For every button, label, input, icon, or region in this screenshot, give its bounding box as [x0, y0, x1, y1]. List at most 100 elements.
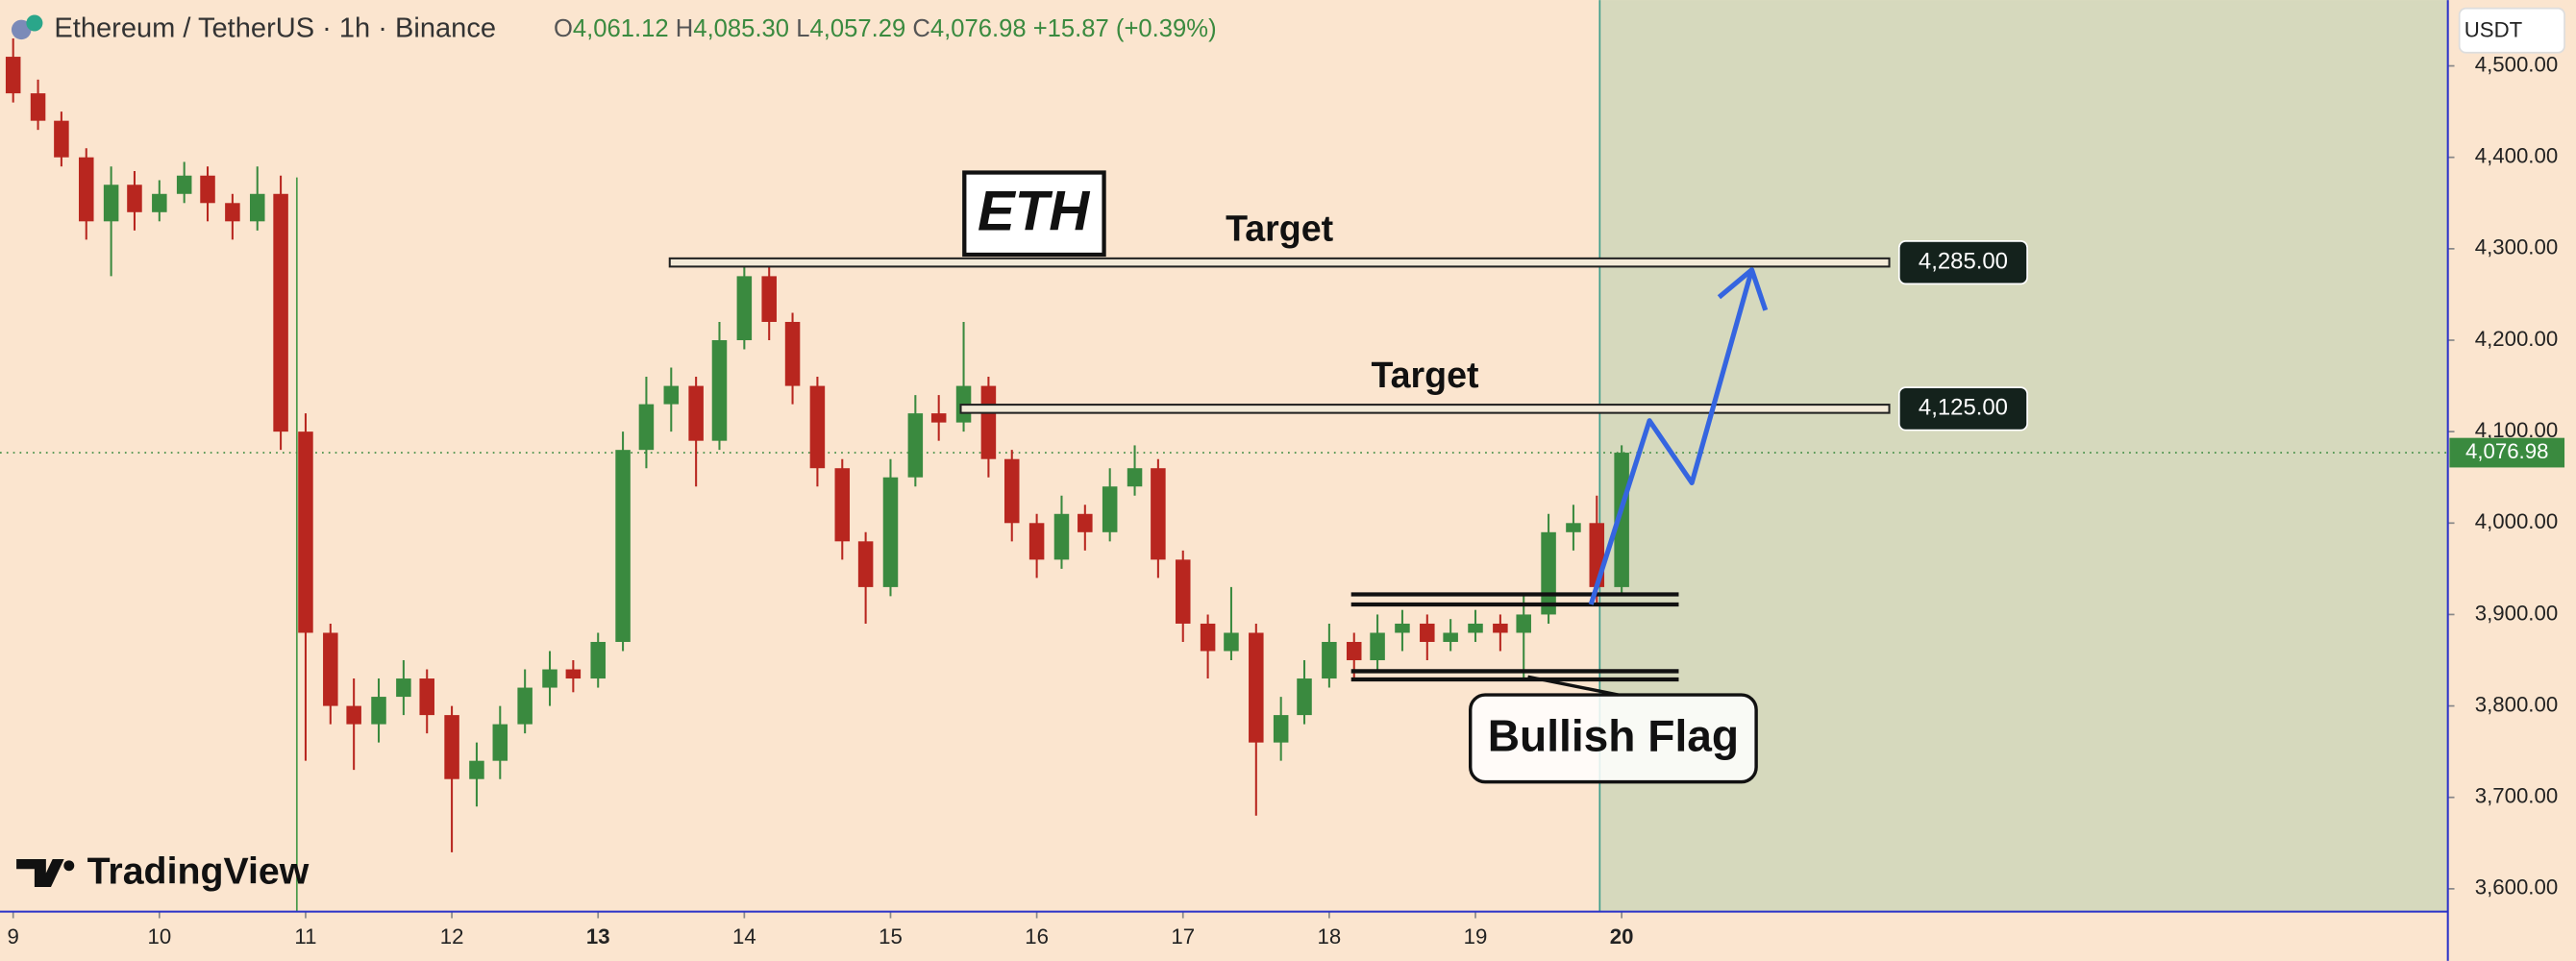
brand-logo: TradingView: [16, 850, 310, 893]
candle-body: [1077, 513, 1093, 532]
y-tick-label: 4,000.00: [2475, 509, 2558, 533]
ohlc-values: O4,061.12 H4,085.30 L4,057.29 C4,076.98 …: [554, 15, 1217, 42]
candle-body: [736, 276, 753, 341]
candle-body: [907, 413, 924, 478]
projection-path: [1588, 269, 1755, 605]
price-tag-label: 4,285.00: [1919, 248, 2008, 274]
candle-body: [1175, 559, 1191, 624]
x-tick-label: 13: [586, 924, 610, 949]
plot-layer: 3,600.00 3,700.00 3,800.00 3,900.00 4,000.00…: [0, 38, 2565, 949]
candle-body: [1370, 632, 1385, 661]
candle-body: [1003, 458, 1020, 524]
candle-body: [1053, 513, 1070, 560]
currency-icon: [26, 14, 43, 32]
candle-body: [615, 450, 631, 642]
y-tick-label: 3,900.00: [2475, 601, 2558, 625]
candle-body: [834, 468, 851, 542]
symbol-icon: [11, 19, 32, 40]
candle-body: [1614, 453, 1629, 587]
y-tick-label: 3,800.00: [2475, 692, 2558, 716]
candle-body: [1028, 523, 1045, 560]
candle-body: [882, 477, 899, 587]
ohlc-change: +15.87 (+0.39%): [1033, 15, 1217, 42]
ohlc-value: 4,061.12: [573, 15, 669, 42]
x-tick-label: 19: [1464, 924, 1488, 949]
candle-body: [396, 678, 411, 698]
projection-arrowhead: [1717, 267, 1769, 311]
candle-body: [346, 705, 361, 725]
eth-box: [962, 170, 1106, 258]
candle-body: [103, 185, 119, 222]
x-tick-label: 18: [1318, 924, 1342, 949]
candle-body: [1566, 523, 1581, 532]
candle-body: [469, 760, 484, 779]
candle-body: [54, 120, 69, 158]
currency-box: [2458, 7, 2565, 54]
currency-badge: USDT: [2458, 7, 2565, 54]
candle-body: [1420, 623, 1435, 642]
candle-body: [1468, 623, 1483, 633]
y-tick-label: 4,300.00: [2475, 235, 2558, 259]
brand-icon-dot: [63, 860, 75, 872]
price-tag-label: 4,125.00: [1919, 395, 2008, 421]
bullish-flag-text: Bullish Flag: [1488, 710, 1739, 760]
candle-body: [1151, 468, 1166, 560]
candle-body: [711, 340, 728, 441]
x-tick-label: 14: [732, 924, 756, 949]
brand-icon: [16, 858, 64, 888]
candle-body: [565, 669, 582, 679]
candle-body: [78, 157, 94, 222]
x-tick-label: 17: [1171, 924, 1195, 949]
candle-body: [176, 175, 192, 194]
header-title: Ethereum / TetherUS · 1h · Binance: [54, 13, 496, 44]
ohlc-key: L: [796, 15, 809, 42]
ohlc-key: C: [912, 15, 930, 42]
candle-body: [688, 385, 704, 441]
candle-body: [1102, 486, 1118, 532]
candle-body: [444, 715, 459, 779]
target-band: [668, 257, 1891, 268]
x-tick-label: 16: [1025, 924, 1049, 949]
target-label: Target: [1226, 209, 1334, 249]
target-band: [959, 404, 1891, 414]
candle-body: [200, 175, 215, 204]
candle-body: [1127, 468, 1143, 487]
candle-body: [1224, 632, 1239, 652]
y-tick-label: 4,400.00: [2475, 144, 2558, 168]
candle-body: [930, 413, 947, 423]
candle-body: [663, 385, 680, 405]
candle-body: [761, 276, 777, 322]
ohlc-key: H: [676, 15, 694, 42]
candle-body: [1541, 531, 1556, 615]
candle-body: [1297, 678, 1312, 716]
candle-body: [127, 185, 142, 212]
current-price-tag: [2449, 437, 2565, 468]
candle-body: [225, 203, 240, 222]
candle-body: [30, 93, 46, 121]
target-label: Target: [1371, 355, 1479, 395]
candle-body: [371, 697, 386, 725]
candle-body: [323, 632, 338, 706]
candle-body: [152, 193, 167, 212]
candle-body: [1273, 715, 1289, 743]
eth-label: ETH: [962, 170, 1106, 258]
candle-body: [5, 57, 21, 94]
y-tick-label: 4,200.00: [2475, 327, 2558, 351]
y-tick-label: 4,500.00: [2475, 52, 2558, 76]
x-tick-label: 9: [8, 924, 19, 949]
ohlc-key: O: [554, 15, 573, 42]
candle-body: [517, 687, 533, 725]
y-tick-label: 3,700.00: [2475, 784, 2558, 808]
x-tick-label: 11: [294, 924, 316, 949]
x-tick-label: 15: [879, 924, 903, 949]
candle-body: [1443, 632, 1458, 642]
candle-body: [1249, 632, 1264, 743]
candle-body: [980, 385, 997, 459]
candle-body: [809, 385, 826, 469]
candle-body: [419, 678, 434, 716]
candle-body: [1395, 623, 1410, 633]
x-tick-label: 20: [1610, 924, 1634, 949]
price-tag: [1897, 386, 2028, 431]
candle-body: [542, 669, 557, 688]
